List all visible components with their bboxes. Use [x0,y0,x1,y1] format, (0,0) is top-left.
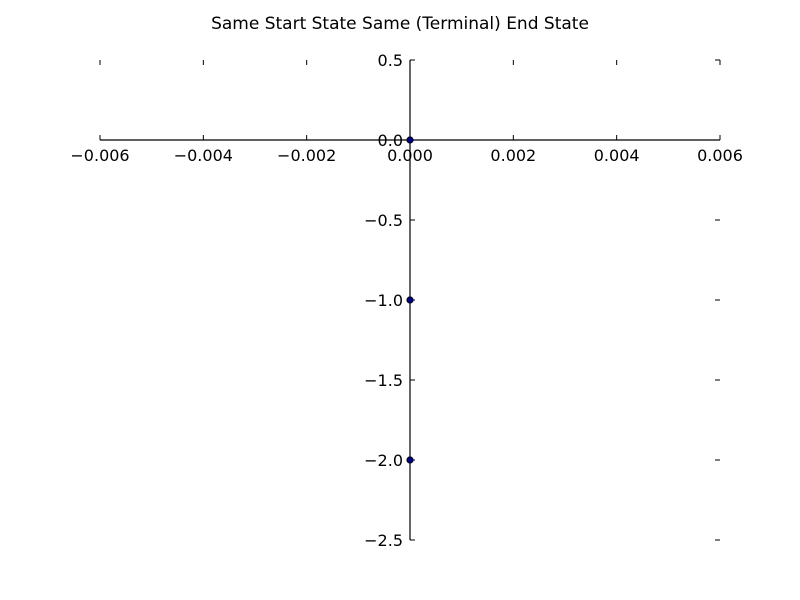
y-tick-label: −2.5 [364,531,403,550]
x-tick-label: 0.004 [594,146,640,165]
x-tick-label: −0.002 [277,146,336,165]
data-point [406,456,414,464]
x-tick-label: 0.000 [387,146,433,165]
y-tick-label: 0.0 [378,131,403,150]
x-tick-label: 0.006 [697,146,743,165]
y-tick-label: 0.5 [378,51,403,70]
data-point [406,136,414,144]
x-tick-label: −0.006 [70,146,129,165]
y-tick-label: −1.5 [364,371,403,390]
y-tick-label: −2.0 [364,451,403,470]
x-tick-label: −0.004 [174,146,233,165]
data-point [406,296,414,304]
y-tick-label: −1.0 [364,291,403,310]
y-tick-label: −0.5 [364,211,403,230]
x-tick-label: 0.002 [490,146,536,165]
chart-title: Same Start State Same (Terminal) End Sta… [211,14,589,34]
